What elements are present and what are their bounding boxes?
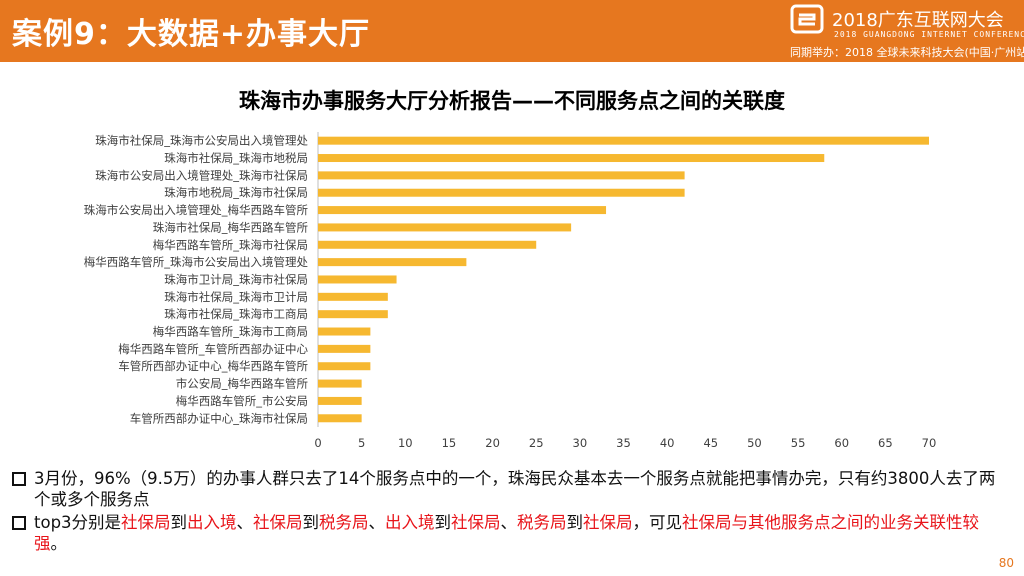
category-label: 珠海市社保局_珠海市地税局 [164, 151, 308, 165]
category-label: 珠海市社保局_梅华西路车管所 [153, 220, 309, 234]
bar [318, 362, 371, 371]
bar-chart: 珠海市社保局_珠海市公安局出入境管理处珠海市社保局_珠海市地税局珠海市公安局出入… [84, 132, 937, 450]
bullet-text: 、 [500, 513, 518, 532]
square-bullet-icon [12, 472, 26, 486]
category-label: 车管所西部办证中心_珠海市社保局 [130, 411, 308, 425]
x-tick-label: 65 [878, 436, 893, 450]
highlight-text: 税务局 [517, 513, 567, 532]
x-tick-label: 45 [703, 436, 718, 450]
bar [318, 327, 371, 336]
slide-title: 案例9：大数据+办事大厅 [12, 17, 371, 52]
x-tick-label: 10 [398, 436, 413, 450]
highlight-text: 出入境 [187, 513, 237, 532]
category-label: 珠海市社保局_珠海市公安局出入境管理处 [95, 134, 308, 148]
category-label: 车管所西部办证中心_梅华西路车管所 [118, 359, 308, 373]
bullet-item: top3分别是社保局到出入境、社保局到税务局、出入境到社保局、税务局到社保局，可… [8, 512, 1008, 554]
category-label: 珠海市公安局出入境管理处_梅华西路车管所 [84, 203, 309, 217]
bar [318, 310, 388, 319]
bar [318, 206, 607, 215]
x-tick-label: 50 [747, 436, 762, 450]
chart-title: 珠海市办事服务大厅分析报告——不同服务点之间的关联度 [239, 89, 785, 113]
category-label: 梅华西路车管所_车管所西部办证中心 [118, 342, 308, 356]
x-tick-label: 25 [529, 436, 544, 450]
square-bullet-icon [12, 516, 26, 530]
x-tick-label: 35 [616, 436, 631, 450]
bullet-text: 、 [236, 513, 254, 532]
x-tick-label: 15 [442, 436, 457, 450]
bar [318, 379, 362, 388]
category-label: 珠海市公安局出入境管理处_珠海市社保局 [95, 168, 308, 182]
bar [318, 171, 685, 180]
bullet-text: 。 [50, 534, 68, 553]
x-tick-label: 55 [791, 436, 806, 450]
bullet-text: top3分别是 [34, 513, 122, 532]
bullet-text: 3月份，96%（9.5万）的办事人群只去了14个服务点中的一个，珠海民众基本去一… [34, 469, 996, 509]
bullet-list: 3月份，96%（9.5万）的办事人群只去了14个服务点中的一个，珠海民众基本去一… [8, 468, 1008, 556]
highlight-text: 税务局 [319, 513, 369, 532]
highlight-text: 社保局 [253, 513, 303, 532]
x-tick-label: 0 [314, 436, 321, 450]
bar [318, 396, 362, 405]
bar [318, 240, 537, 249]
bar [318, 292, 388, 301]
highlight-text: 社保局 [451, 513, 501, 532]
highlight-text: 出入境 [385, 513, 435, 532]
category-label: 梅华西路车管所_市公安局 [176, 394, 308, 408]
category-label: 梅华西路车管所_珠海市社保局 [153, 238, 308, 252]
x-tick-label: 70 [922, 436, 937, 450]
category-label: 珠海市地税局_珠海市社保局 [164, 186, 308, 200]
category-label: 珠海市卫计局_珠海市社保局 [164, 272, 308, 286]
conference-subtitle: 2018 GUANGDONG INTERNET CONFERENCE [834, 30, 1024, 39]
highlight-text: 社保局 [121, 513, 171, 532]
x-tick-label: 5 [358, 436, 365, 450]
x-tick-label: 60 [834, 436, 849, 450]
category-label: 珠海市社保局_珠海市卫计局 [164, 290, 308, 304]
slide-header: 案例9：大数据+办事大厅 2018广东互联网大会 2018 GUANGDONG … [0, 0, 1024, 62]
bullet-text: ，可见 [632, 513, 683, 532]
page-number: 80 [998, 556, 1014, 570]
bullet-text: 到 [434, 513, 452, 532]
bar [318, 344, 371, 353]
bar [318, 136, 929, 145]
bar [318, 275, 397, 284]
x-tick-label: 20 [485, 436, 500, 450]
bar [318, 154, 825, 163]
bar [318, 414, 362, 423]
bullet-text: 、 [368, 513, 386, 532]
highlight-text: 社保局 [583, 513, 633, 532]
category-label: 珠海市社保局_珠海市工商局 [164, 307, 308, 321]
bullet-text: 到 [302, 513, 320, 532]
category-label: 市公安局_梅华西路车管所 [176, 377, 309, 391]
bullet-text: 到 [566, 513, 584, 532]
x-tick-label: 40 [660, 436, 675, 450]
conference-note: 同期举办：2018 全球未来科技大会(中国·广州站) [790, 46, 1024, 59]
conference-title: 2018广东互联网大会 [832, 10, 1004, 31]
highlight-text: 社保局与其他服务点之间的业务关联性较强 [34, 513, 980, 553]
category-label: 梅华西路车管所_珠海市公安局出入境管理处 [84, 255, 309, 269]
bar [318, 188, 685, 197]
bullet-text: 到 [170, 513, 188, 532]
bar [318, 258, 467, 267]
bar [318, 223, 572, 232]
conference-logo-icon [790, 4, 824, 34]
category-label: 梅华西路车管所_珠海市工商局 [153, 325, 308, 339]
bullet-item: 3月份，96%（9.5万）的办事人群只去了14个服务点中的一个，珠海民众基本去一… [8, 468, 1008, 510]
x-tick-label: 30 [573, 436, 588, 450]
